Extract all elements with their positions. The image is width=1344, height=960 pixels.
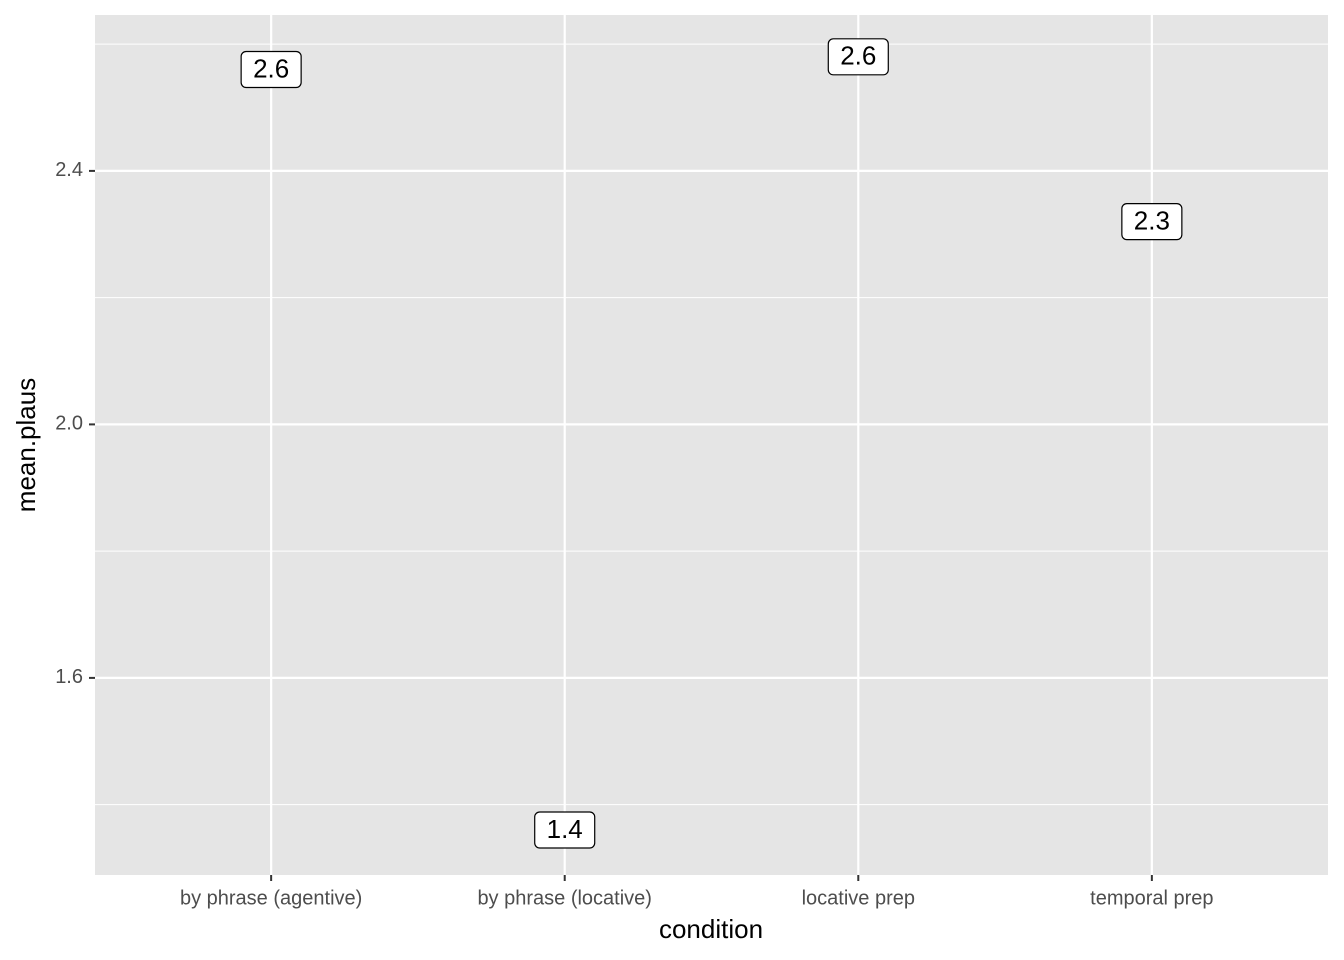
x-axis-title: condition bbox=[659, 914, 763, 944]
y-axis-title: mean.plaus bbox=[11, 378, 41, 512]
label-box bbox=[534, 811, 596, 849]
data-label: 2.6 bbox=[827, 38, 889, 76]
label-box bbox=[827, 38, 889, 76]
y-tick-label: 1.6 bbox=[55, 666, 83, 688]
x-tick-label: temporal prep bbox=[1090, 887, 1213, 909]
y-tick-label: 2.0 bbox=[55, 413, 83, 435]
data-label: 2.3 bbox=[1121, 203, 1183, 241]
x-tick-label: by phrase (locative) bbox=[477, 887, 652, 909]
label-text: 2.6 bbox=[840, 41, 876, 71]
label-text: 2.3 bbox=[1134, 205, 1170, 235]
label-text: 1.4 bbox=[547, 814, 583, 844]
label-box bbox=[1121, 203, 1183, 241]
x-tick-label: locative prep bbox=[802, 887, 915, 909]
x-tick-label: by phrase (agentive) bbox=[180, 887, 362, 909]
data-label: 2.6 bbox=[240, 50, 302, 89]
panel bbox=[95, 15, 1328, 875]
label-box bbox=[240, 50, 302, 89]
data-label: 1.4 bbox=[534, 811, 596, 849]
label-text: 2.6 bbox=[253, 53, 289, 83]
y-tick-label: 2.4 bbox=[55, 159, 83, 181]
